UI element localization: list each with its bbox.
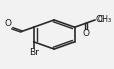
Text: O: O bbox=[95, 15, 101, 24]
Text: O: O bbox=[5, 19, 12, 28]
Text: Br: Br bbox=[28, 48, 38, 57]
Text: O: O bbox=[82, 29, 89, 38]
Text: CH₃: CH₃ bbox=[97, 15, 111, 24]
